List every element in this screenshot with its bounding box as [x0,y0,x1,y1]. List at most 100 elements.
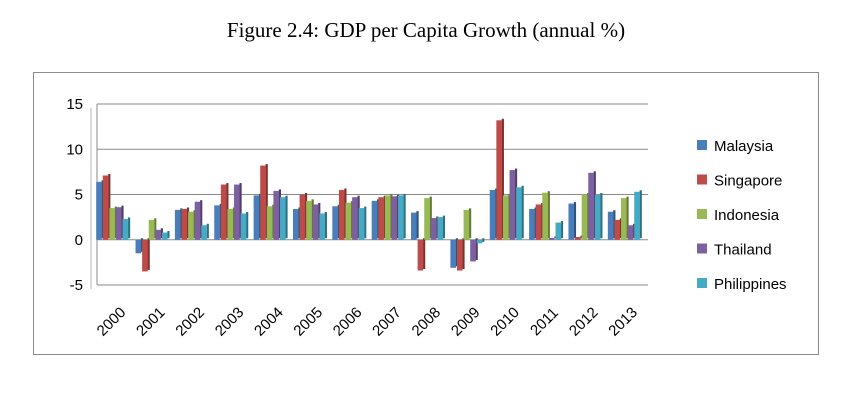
bar-side [573,202,577,239]
bar-side [403,193,406,239]
bar-thailand-2001 [155,229,161,240]
bar-side [593,171,596,239]
legend: Malaysia Singapore Indonesia Thailand Philip… [697,138,787,293]
bar-singapore-2004 [260,165,266,240]
bar-indonesia-2003 [227,208,234,240]
bar-malaysia-2013 [607,211,614,240]
bar-side [560,221,564,239]
bar-thailand-2005 [312,204,319,240]
bar-side [298,207,301,239]
bar-malaysia-2005 [292,208,299,240]
bar-side [600,193,603,239]
bar-malaysia-2001 [135,239,142,254]
y-tick-labels: -5 0 5 10 15 [66,96,83,294]
bar-singapore-2006 [338,189,345,240]
bar-indonesia-2005 [306,200,312,240]
bar-thailand-2007 [391,196,398,240]
bar-side [587,193,590,239]
bar-singapore-2012 [575,237,581,240]
bar-side [364,206,367,239]
bar-side [580,235,583,239]
legend-label-thailand: Thailand [714,242,772,259]
x-tick-label: 2003 [212,304,248,340]
bar-side [626,196,629,239]
bar-side [278,189,282,239]
bar-philippines-2003 [240,213,247,240]
bar-side [246,212,249,239]
legend-label-indonesia: Indonesia [714,207,780,224]
bar-side [140,238,144,252]
bar-side [436,216,439,239]
y-tick-label: -5 [70,277,83,294]
bar-malaysia-2010 [489,189,496,240]
bar-malaysia-2006 [332,206,338,240]
bar-side [167,231,170,239]
bar-side [547,191,550,239]
x-tick-label: 2012 [566,304,602,340]
bar-side [127,217,131,239]
bar-side [337,204,340,239]
bar-philippines-2006 [358,208,365,240]
bar-thailand-2006 [352,197,358,240]
bar-philippines-2009 [476,239,483,244]
bar-philippines-2004 [280,197,286,240]
bar-thailand-2010 [509,170,516,240]
bar-side [377,199,380,239]
x-tick-label: 2007 [369,304,405,340]
bar-side [482,238,485,242]
bar-indonesia-2006 [345,202,352,240]
bar-side [534,207,537,239]
bar-thailand-2012 [588,172,594,240]
bar-side [521,185,524,239]
x-tick-label: 2000 [94,304,130,340]
legend-swatch-malaysia [697,140,707,150]
bar-side [429,196,432,239]
bar-side [285,195,288,239]
bar-side [462,238,465,270]
bar-indonesia-2007 [384,195,391,240]
x-tick-label: 2001 [133,304,169,340]
bar-singapore-2013 [614,219,621,240]
bar-side [541,202,544,239]
y-tick-label: 15 [66,96,83,113]
bar-side [501,118,504,239]
bar-thailand-2004 [273,190,280,240]
bar-side [383,195,386,239]
bar-side [114,206,117,239]
bar-malaysia-2012 [568,203,575,240]
bar-philippines-2001 [161,232,168,240]
bar-philippines-2002 [201,225,207,240]
bar-side [495,188,498,239]
bar-indonesia-2008 [424,198,430,240]
bar-malaysia-2008 [411,212,417,240]
x-tick-label: 2010 [487,304,523,340]
bar-philippines-2007 [398,195,404,240]
bar-malaysia-2007 [371,200,378,240]
x-tick-label: 2008 [409,304,445,340]
bars [96,118,642,272]
bar-side [101,180,104,239]
legend-swatch-thailand [697,243,707,254]
bar-singapore-2011 [535,204,542,240]
bar-singapore-2002 [181,208,188,240]
bar-indonesia-2012 [581,194,588,240]
bar-side [239,183,242,239]
figure-title: Figure 2.4: GDP per Capita Growth (annua… [226,18,626,42]
x-tick-label: 2011 [527,304,562,339]
y-tick-label: 5 [75,187,83,204]
bar-indonesia-2002 [188,211,194,240]
bar-side [442,215,446,239]
legend-swatch-singapore [697,174,707,185]
x-tick-label: 2005 [290,304,326,340]
legend-label-singapore: Singapore [714,173,782,190]
bar-side [147,238,150,270]
x-tick-label: 2006 [330,304,366,340]
bar-side [154,218,157,239]
bar-thailand-2000 [115,207,122,240]
bar-malaysia-2002 [174,209,181,240]
bar-singapore-2003 [220,184,227,240]
bar-side [455,238,458,267]
x-tick-label: 2013 [605,304,641,340]
bar-side [226,183,229,239]
bar-side [468,208,472,239]
